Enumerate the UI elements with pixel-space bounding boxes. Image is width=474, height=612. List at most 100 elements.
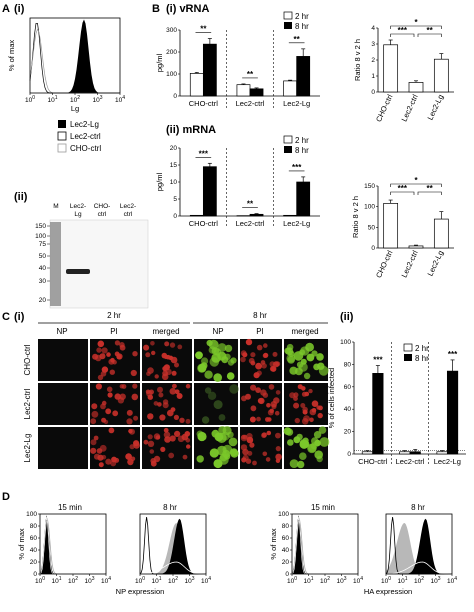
cell <box>242 454 249 461</box>
y-tick-label: 60 <box>282 535 290 542</box>
cell <box>163 364 170 371</box>
legend-label-cho-ctrl: CHO-ctrl <box>70 144 101 153</box>
series-grey <box>386 523 452 574</box>
bar-2hr-lec2-lg <box>283 214 298 217</box>
category-label: Lec2-ctrl <box>396 457 425 466</box>
x-tick-label: 101 <box>47 95 57 104</box>
legend-label-8hr: 8 hr <box>415 354 429 363</box>
category-label: Lec2-ctrl <box>399 93 419 123</box>
cell <box>317 412 323 419</box>
legend-swatch-2hr <box>283 135 293 144</box>
microscopy-grid <box>38 338 330 469</box>
x-tick-label: 101 <box>303 576 313 585</box>
y-axis-label: % of max <box>17 528 26 560</box>
significance-stars: * <box>414 176 418 185</box>
x-tick-label: 101 <box>397 576 407 585</box>
cell <box>269 361 276 367</box>
cell <box>185 438 191 443</box>
significance-stars: ** <box>200 24 207 33</box>
cell <box>274 410 280 416</box>
cell <box>314 439 321 447</box>
cell <box>227 359 235 366</box>
y-tick-label: 60 <box>344 384 352 391</box>
cell <box>174 389 180 395</box>
y-tick-label: 0 <box>173 213 177 220</box>
y-tick-label: 10 <box>170 179 178 186</box>
cell <box>157 386 163 393</box>
y-axis-label: pg/ml <box>155 172 164 191</box>
cell <box>163 431 171 439</box>
y-tick-label: 15 <box>170 162 178 169</box>
cell <box>263 352 269 358</box>
significance-stars: *** <box>199 149 209 158</box>
y-tick-label: 80 <box>30 523 38 530</box>
y-axis-label: pg/ml <box>155 53 164 72</box>
micrograph <box>38 339 88 381</box>
y-tick-label: 80 <box>282 523 290 530</box>
bar-2hr-cho-ctrl <box>361 451 374 455</box>
cell <box>240 444 248 451</box>
cell <box>252 460 257 466</box>
y-tick-label: 300 <box>166 27 177 34</box>
cell <box>96 347 102 353</box>
cell <box>143 439 149 445</box>
category-label: Lec2-ctrl <box>236 219 265 228</box>
significance-stars: ** <box>247 70 254 79</box>
cell <box>309 417 314 423</box>
cell <box>302 406 308 413</box>
chart-b-i-vrna: 0 100 200 300 pg/ml CHO-ctrl Lec2-ctrl Lec2-Lg *… <box>155 11 320 108</box>
significance-bracket <box>390 183 442 187</box>
series-black <box>140 518 206 574</box>
cell <box>132 383 138 389</box>
d-time-8hr-ha: 8 hr <box>411 503 425 512</box>
y-tick-label: 4 <box>371 25 375 32</box>
cell <box>97 374 104 381</box>
cell <box>206 339 213 347</box>
row-label-cho-ctrl: CHO-ctrl <box>23 344 32 375</box>
x-tick-label: 102 <box>68 576 78 585</box>
cell <box>147 413 154 420</box>
cell <box>308 443 317 453</box>
legend-label-8hr: 8 hr <box>295 22 309 31</box>
bar-8hr-lec2-ctrl <box>409 451 421 455</box>
cell <box>107 392 113 398</box>
cell <box>103 419 109 425</box>
cell <box>263 343 268 348</box>
significance-bracket <box>417 33 442 37</box>
x-tick-label: 100 <box>25 95 35 104</box>
cell <box>162 402 169 409</box>
cell <box>285 428 294 436</box>
legend-label-8hr: 8 hr <box>295 146 309 155</box>
category-label: CHO-ctrl <box>358 457 387 466</box>
y-axis-label: % of cells infected <box>327 368 336 428</box>
cell <box>256 370 262 376</box>
cell <box>143 344 150 351</box>
cell <box>95 383 102 390</box>
cell <box>173 414 179 420</box>
bar-2hr-lec2-ctrl <box>399 451 411 455</box>
category-label: Lec2-Lg <box>283 99 310 108</box>
significance-bracket <box>390 25 442 29</box>
cell <box>286 353 296 363</box>
cell <box>256 344 263 351</box>
cell <box>116 353 123 360</box>
cell <box>90 418 97 425</box>
category-label: CHO-ctrl <box>189 219 218 228</box>
cell <box>272 351 278 357</box>
cell <box>170 356 178 364</box>
cell <box>131 393 139 401</box>
cell <box>289 392 296 399</box>
legend-label-2hr: 2 hr <box>295 12 309 21</box>
cell <box>256 416 261 422</box>
col-label-pi-2hr: PI <box>110 327 118 336</box>
legend-label-lec2-ctrl: Lec2-ctrl <box>70 132 101 141</box>
x-tick-label: 103 <box>84 576 94 585</box>
cell <box>309 408 317 416</box>
category-label: Lec2-ctrl <box>399 249 419 279</box>
significance-stars: *** <box>448 350 458 359</box>
cell <box>133 442 140 449</box>
y-tick-label: 60 <box>30 535 38 542</box>
cell <box>201 416 210 424</box>
cell <box>105 408 112 415</box>
